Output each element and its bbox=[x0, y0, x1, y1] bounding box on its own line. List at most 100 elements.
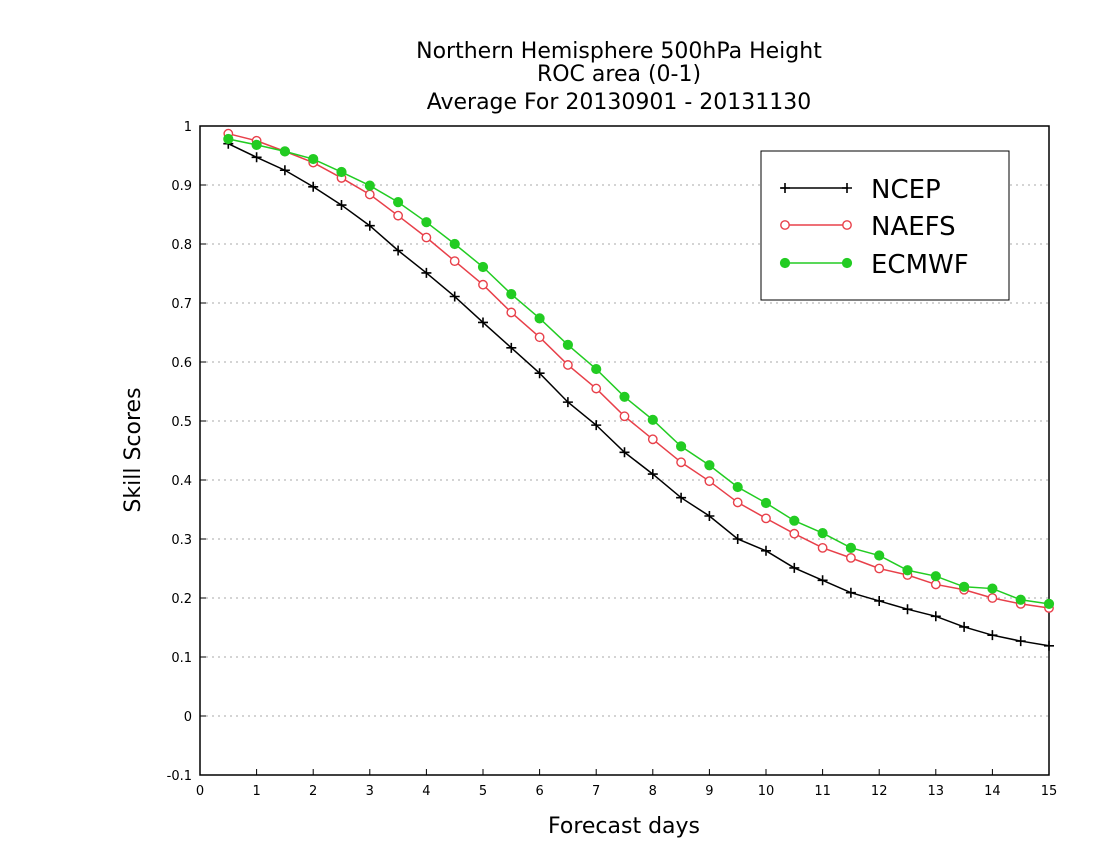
x-tick-label-7: 7 bbox=[592, 784, 600, 799]
x-tick-label-8: 8 bbox=[649, 784, 657, 799]
point-ncep-3 bbox=[308, 181, 319, 192]
y-axis-label: Skill Scores bbox=[121, 387, 146, 512]
series-ecmwf bbox=[223, 133, 1055, 610]
x-tick-label-10: 10 bbox=[758, 784, 775, 799]
point-ecmwf-6 bbox=[393, 197, 404, 208]
point-ecmwf-0 bbox=[223, 133, 234, 145]
point-naefs-6 bbox=[393, 210, 403, 221]
point-ncep-19 bbox=[761, 545, 771, 556]
x-tick-label-9: 9 bbox=[705, 784, 713, 799]
point-ncep-21 bbox=[817, 575, 828, 586]
point-ecmwf-24 bbox=[902, 565, 913, 576]
point-ncep-27 bbox=[987, 630, 998, 641]
x-tick-label-2: 2 bbox=[309, 784, 317, 799]
x-axis-label: Forecast days bbox=[548, 814, 700, 839]
x-tick-label-3: 3 bbox=[366, 784, 374, 799]
point-ncep-25 bbox=[930, 611, 941, 622]
point-ecmwf-18 bbox=[732, 481, 743, 493]
y-tick-label-3: 0.2 bbox=[171, 592, 192, 607]
y-tick-label-5: 0.4 bbox=[171, 474, 192, 489]
point-ecmwf-19 bbox=[760, 497, 772, 509]
point-ncep-6 bbox=[393, 245, 404, 256]
x-tick-label-6: 6 bbox=[535, 784, 543, 799]
point-naefs-25 bbox=[930, 579, 941, 590]
legend-entry-naefs: NAEFS bbox=[780, 212, 956, 242]
legend-label-naefs: NAEFS bbox=[871, 212, 956, 242]
point-ecmwf-21 bbox=[817, 528, 828, 539]
x-tick-label-4: 4 bbox=[422, 784, 430, 799]
point-naefs-7 bbox=[421, 232, 432, 243]
point-ncep-13 bbox=[591, 420, 602, 431]
point-naefs-12 bbox=[563, 360, 573, 370]
point-naefs-22 bbox=[846, 552, 856, 563]
point-ncep-10 bbox=[506, 342, 517, 353]
y-axis-ticks: -0.1 0 0.1 0.2 0.3 0.4 0.5 0.6 0.7 0.8 0.9 1 bbox=[167, 120, 206, 784]
legend-marker-end-naefs bbox=[842, 220, 852, 230]
y-tick-label-11: 1 bbox=[184, 120, 192, 135]
chart-title-line-1: Northern Hemisphere 500hPa Height bbox=[416, 39, 822, 64]
point-naefs-17 bbox=[704, 476, 715, 487]
legend-entry-ecmwf: ECMWF bbox=[779, 250, 969, 280]
chart-title-line-2: ROC area (0-1) bbox=[537, 62, 701, 87]
y-tick-label-2: 0.1 bbox=[171, 651, 192, 666]
point-ecmwf-4 bbox=[336, 166, 347, 178]
x-tick-label-12: 12 bbox=[871, 784, 888, 799]
point-naefs-14 bbox=[619, 411, 630, 422]
point-ecmwf-8 bbox=[449, 238, 460, 250]
point-ecmwf-25 bbox=[930, 571, 941, 582]
point-ecmwf-13 bbox=[591, 363, 602, 375]
point-ecmwf-16 bbox=[676, 441, 687, 452]
legend-label-ncep: NCEP bbox=[871, 175, 941, 205]
point-naefs-15 bbox=[647, 434, 658, 445]
point-ecmwf-26 bbox=[959, 581, 970, 592]
series-line-ncep bbox=[227, 143, 1050, 647]
point-ncep-22 bbox=[845, 587, 856, 598]
legend-marker-start-naefs bbox=[780, 220, 790, 230]
x-tick-label-1: 1 bbox=[252, 784, 260, 799]
point-naefs-5 bbox=[364, 189, 375, 200]
legend-marker-start-ncep bbox=[780, 183, 790, 193]
point-ecmwf-28 bbox=[1015, 594, 1026, 605]
point-ecmwf-11 bbox=[534, 313, 545, 324]
x-tick-label-13: 13 bbox=[928, 784, 945, 799]
x-tick-label-0: 0 bbox=[196, 784, 204, 799]
point-naefs-18 bbox=[732, 497, 743, 508]
point-ncep-18 bbox=[732, 534, 743, 544]
point-ncep-9 bbox=[478, 317, 488, 328]
y-tick-label-6: 0.5 bbox=[171, 415, 192, 430]
point-ncep-15 bbox=[647, 469, 658, 480]
point-ncep-20 bbox=[789, 562, 800, 573]
point-ncep-2 bbox=[279, 165, 290, 176]
point-ncep-7 bbox=[421, 267, 432, 278]
point-ncep-11 bbox=[534, 368, 545, 379]
point-ncep-26 bbox=[959, 621, 970, 632]
legend-label-ecmwf: ECMWF bbox=[871, 250, 969, 280]
point-ecmwf-5 bbox=[364, 180, 375, 191]
point-naefs-27 bbox=[987, 593, 998, 603]
point-ecmwf-17 bbox=[704, 460, 715, 471]
point-naefs-11 bbox=[534, 332, 545, 343]
legend-marker-end-ncep bbox=[842, 183, 852, 193]
point-ecmwf-14 bbox=[619, 391, 630, 402]
plot-frame bbox=[199, 125, 1050, 776]
point-naefs-21 bbox=[817, 542, 828, 553]
point-ecmwf-22 bbox=[845, 542, 857, 553]
point-naefs-16 bbox=[676, 457, 686, 468]
x-tick-label-15: 15 bbox=[1041, 784, 1058, 799]
point-ecmwf-10 bbox=[506, 289, 517, 300]
point-ncep-17 bbox=[704, 510, 715, 521]
y-tick-label-9: 0.8 bbox=[171, 238, 192, 253]
data-series bbox=[223, 128, 1055, 651]
point-ecmwf-7 bbox=[421, 217, 432, 228]
point-ncep-8 bbox=[449, 291, 460, 302]
legend-entry-ncep: NCEP bbox=[780, 175, 941, 205]
legend: NCEP NAEFS ECMWF bbox=[760, 150, 1010, 301]
point-ncep-23 bbox=[874, 595, 885, 606]
point-ncep-12 bbox=[562, 397, 573, 408]
y-tick-label-0: -0.1 bbox=[167, 769, 192, 784]
point-naefs-10 bbox=[506, 307, 517, 318]
point-ncep-4 bbox=[336, 200, 347, 211]
series-line-naefs bbox=[228, 132, 1050, 609]
legend-marker-end-ecmwf bbox=[841, 257, 853, 269]
